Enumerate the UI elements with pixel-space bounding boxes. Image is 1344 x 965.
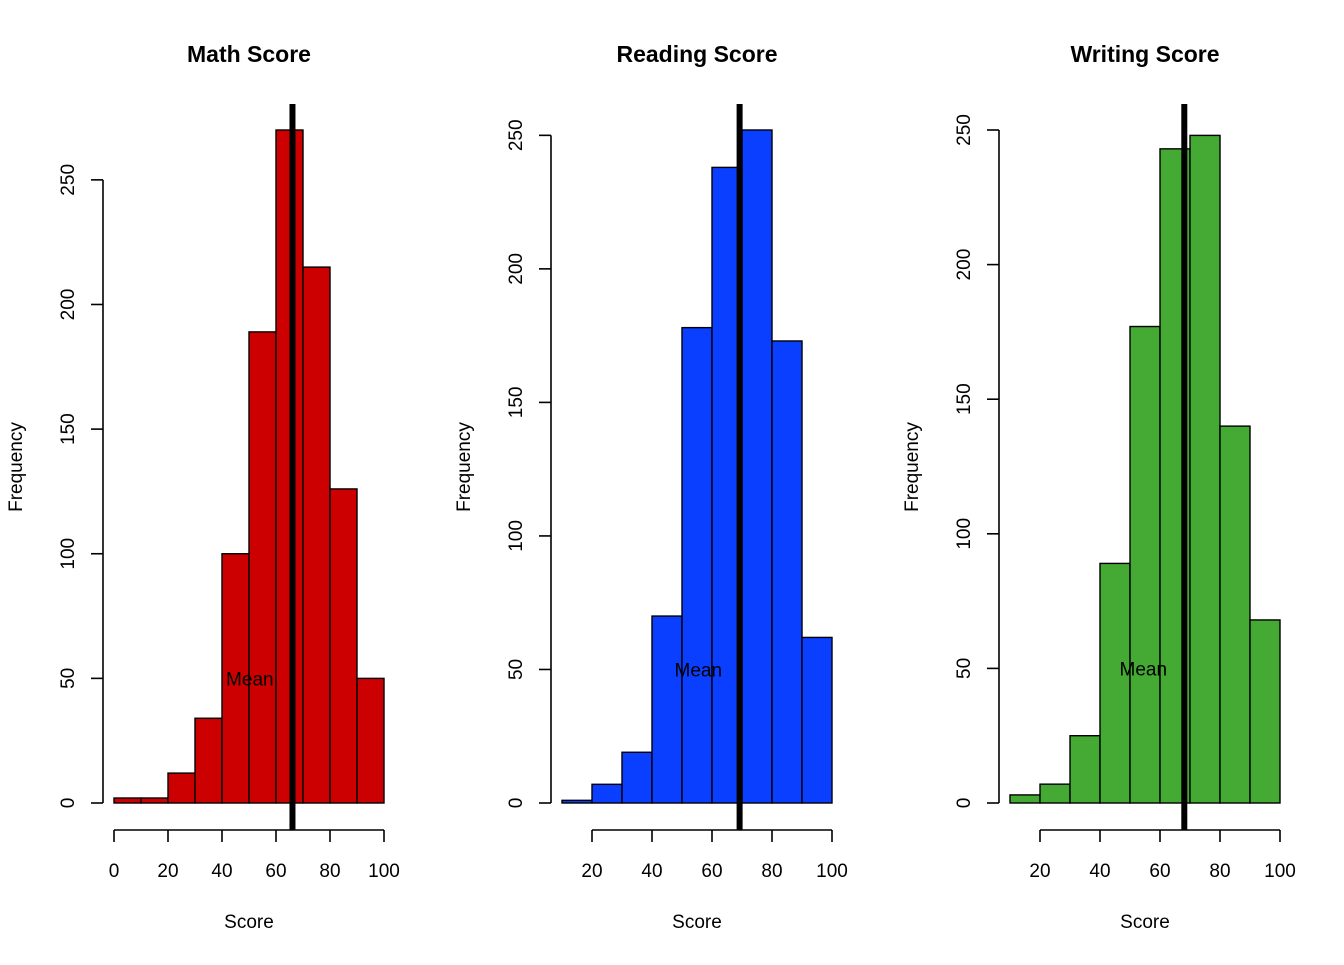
histogram-bar <box>356 677 385 804</box>
mean-annotation: Mean <box>675 660 723 681</box>
y-tick-label: 250 <box>58 164 79 196</box>
histogram-bar <box>329 488 358 804</box>
y-tick-label: 100 <box>954 518 975 550</box>
mean-annotation: Mean <box>1120 659 1168 680</box>
y-tick-label: 150 <box>954 383 975 415</box>
y-axis-label: Frequency <box>6 422 27 512</box>
y-tick-label: 0 <box>58 798 79 809</box>
x-tick-label: 60 <box>265 861 286 882</box>
y-tick-label: 200 <box>58 289 79 321</box>
chart-title: Writing Score <box>1070 41 1219 67</box>
x-tick-label: 100 <box>368 861 400 882</box>
histogram-bar <box>591 783 623 804</box>
histogram-bar <box>167 772 196 804</box>
histogram-bar <box>1219 425 1251 804</box>
y-tick-label: 200 <box>954 249 975 281</box>
x-tick-label: 20 <box>157 861 178 882</box>
histogram-bar <box>248 331 277 804</box>
y-tick-label: 0 <box>954 798 975 809</box>
histogram-bar <box>1009 794 1041 804</box>
x-axis-label: Score <box>224 912 274 933</box>
chart-panel-2: Reading Score Mean 0 50 100 150 200 250 20 40 60 80… <box>454 41 848 933</box>
histogram-bar <box>771 340 803 804</box>
histogram-bar <box>113 797 142 804</box>
histogram-bar <box>1099 562 1131 804</box>
x-tick-label: 0 <box>109 861 120 882</box>
x-tick-label: 40 <box>641 861 662 882</box>
histogram-bar <box>1039 783 1071 804</box>
histogram-bar <box>801 636 833 804</box>
x-tick-label: 80 <box>1209 861 1230 882</box>
histogram-bar <box>621 751 653 804</box>
histogram-bar <box>1189 134 1221 804</box>
x-tick-label: 60 <box>701 861 722 882</box>
x-tick-label: 100 <box>1264 861 1296 882</box>
chart-panel-1: Math Score Mean 0 50 100 150 200 250 0 20 40 60 80 10… <box>6 41 400 933</box>
x-tick-label: 60 <box>1149 861 1170 882</box>
y-tick-label: 250 <box>954 114 975 146</box>
x-axis-label: Score <box>672 912 722 933</box>
x-axis-label: Score <box>1120 912 1170 933</box>
y-tick-label: 250 <box>506 119 527 151</box>
y-tick-label: 150 <box>58 413 79 445</box>
histogram-bar <box>194 717 223 804</box>
x-tick-label: 40 <box>211 861 232 882</box>
histogram-bar <box>302 266 331 804</box>
y-tick-label: 100 <box>58 538 79 570</box>
x-tick-label: 20 <box>581 861 602 882</box>
histogram-bar <box>221 553 250 804</box>
histogram-bar <box>681 326 713 804</box>
x-tick-label: 80 <box>761 861 782 882</box>
y-tick-label: 50 <box>506 659 527 680</box>
histogram-bar <box>651 615 683 804</box>
x-tick-label: 20 <box>1029 861 1050 882</box>
y-axis-label: Frequency <box>902 422 923 512</box>
histogram-bar <box>1069 735 1101 804</box>
x-tick-label: 40 <box>1089 861 1110 882</box>
histogram-bar <box>741 129 773 804</box>
x-tick-label: 80 <box>319 861 340 882</box>
mean-annotation: Mean <box>226 669 274 690</box>
y-tick-label: 150 <box>506 387 527 419</box>
chart-panel-3: Writing Score Mean 0 50 100 150 200 250 20 40 60 80… <box>902 41 1296 933</box>
chart-title: Math Score <box>187 41 311 67</box>
histogram-bar <box>1249 619 1281 804</box>
x-tick-label: 100 <box>816 861 848 882</box>
y-tick-label: 50 <box>954 658 975 679</box>
histogram-bar <box>561 799 593 804</box>
y-tick-label: 200 <box>506 253 527 285</box>
chart-title: Reading Score <box>616 41 777 67</box>
histogram-bar <box>1129 325 1161 804</box>
y-tick-label: 50 <box>58 668 79 689</box>
y-tick-label: 100 <box>506 520 527 552</box>
histogram-bar <box>140 797 169 804</box>
y-tick-label: 0 <box>506 798 527 809</box>
y-axis-label: Frequency <box>454 422 475 512</box>
